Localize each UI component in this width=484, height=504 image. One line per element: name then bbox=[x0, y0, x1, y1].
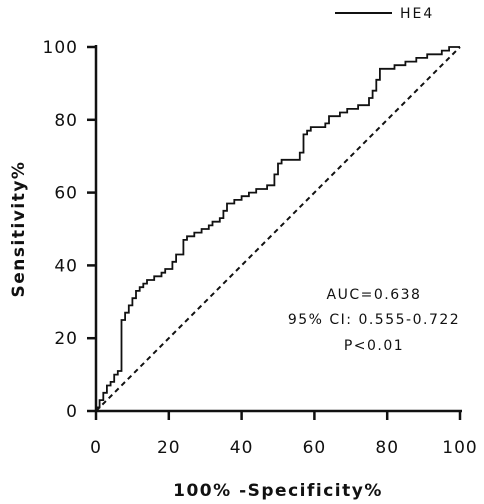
statistics-annotation: AUC=0.638 95% CI: 0.555-0.722 P<0.01 bbox=[288, 287, 460, 354]
x-axis-title: 100% -Specificity% bbox=[173, 481, 383, 501]
tick-labels: 0 20 40 60 80 100 0 20 40 60 80 100 bbox=[43, 38, 477, 458]
y-tick-label-100: 100 bbox=[43, 38, 78, 58]
ticks bbox=[87, 45, 462, 420]
y-tick-label-0: 0 bbox=[66, 402, 78, 422]
axes bbox=[94, 45, 462, 413]
x-tick-label-20: 20 bbox=[157, 438, 181, 458]
p-value-text: P<0.01 bbox=[344, 338, 404, 354]
legend: HE4 bbox=[335, 6, 434, 22]
series-layer bbox=[95, 46, 461, 412]
y-axis-title: Sensitivity% bbox=[9, 161, 29, 298]
reference-diagonal-line bbox=[95, 46, 461, 412]
auc-text: AUC=0.638 bbox=[327, 287, 422, 303]
legend-label-he4: HE4 bbox=[400, 6, 434, 22]
x-tick-label-80: 80 bbox=[375, 438, 399, 458]
x-tick-label-60: 60 bbox=[303, 438, 327, 458]
series-line-he4 bbox=[95, 46, 460, 411]
y-tick-label-80: 80 bbox=[54, 111, 78, 131]
x-tick-label-40: 40 bbox=[230, 438, 254, 458]
y-tick-label-60: 60 bbox=[54, 184, 78, 204]
x-tick-label-100: 100 bbox=[442, 438, 477, 458]
ci-text: 95% CI: 0.555-0.722 bbox=[288, 312, 460, 328]
y-tick-label-40: 40 bbox=[54, 256, 78, 276]
x-tick-label-0: 0 bbox=[90, 438, 102, 458]
y-tick-label-20: 20 bbox=[54, 329, 78, 349]
